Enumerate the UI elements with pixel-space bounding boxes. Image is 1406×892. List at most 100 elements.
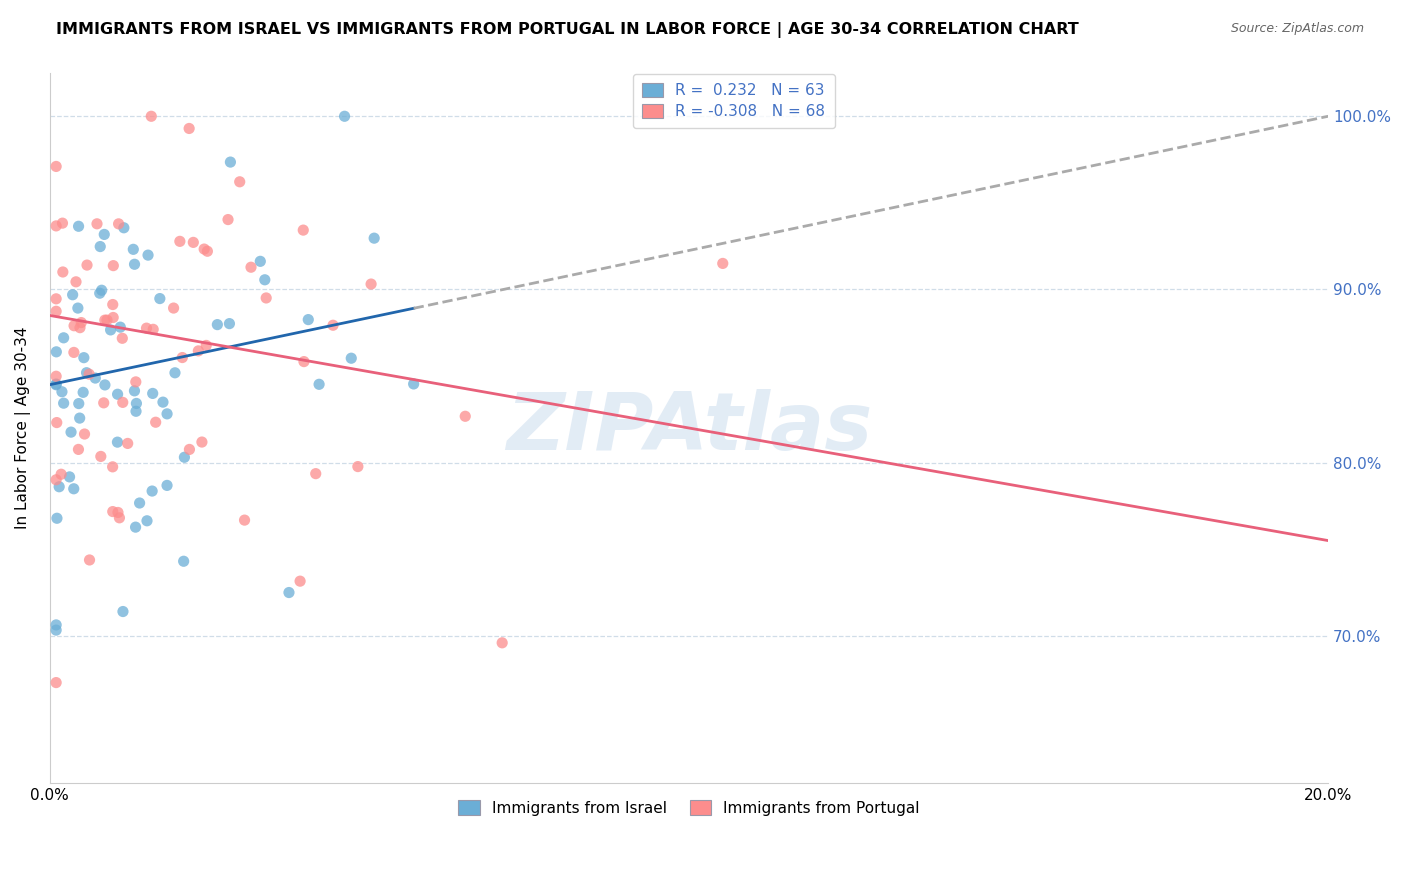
Point bbox=[191, 435, 214, 450]
Point bbox=[135, 321, 157, 335]
Point bbox=[49, 467, 72, 482]
Point bbox=[69, 320, 91, 334]
Point bbox=[117, 436, 139, 450]
Point bbox=[111, 605, 134, 619]
Point bbox=[207, 318, 229, 332]
Text: Source: ZipAtlas.com: Source: ZipAtlas.com bbox=[1230, 22, 1364, 36]
Point bbox=[491, 636, 513, 650]
Point bbox=[124, 257, 146, 271]
Point bbox=[60, 425, 83, 439]
Point bbox=[124, 520, 146, 534]
Point bbox=[125, 404, 148, 418]
Point bbox=[128, 496, 150, 510]
Point bbox=[94, 313, 117, 327]
Point bbox=[51, 384, 73, 399]
Point bbox=[48, 480, 70, 494]
Point bbox=[125, 375, 148, 389]
Point bbox=[79, 553, 101, 567]
Point bbox=[90, 450, 112, 464]
Point bbox=[72, 385, 94, 400]
Point bbox=[179, 442, 201, 457]
Point bbox=[45, 377, 67, 392]
Point bbox=[45, 377, 67, 392]
Point bbox=[103, 259, 125, 273]
Point bbox=[195, 338, 218, 352]
Point bbox=[52, 265, 75, 279]
Point bbox=[93, 227, 115, 242]
Point bbox=[93, 396, 115, 410]
Point bbox=[142, 386, 165, 401]
Point bbox=[45, 618, 67, 632]
Point bbox=[45, 304, 67, 318]
Point bbox=[156, 478, 179, 492]
Point bbox=[219, 155, 242, 169]
Point bbox=[110, 320, 132, 334]
Point bbox=[69, 411, 91, 425]
Point bbox=[142, 322, 165, 336]
Point bbox=[63, 345, 86, 359]
Point bbox=[193, 242, 215, 256]
Point bbox=[107, 435, 129, 450]
Point bbox=[51, 216, 73, 230]
Point bbox=[181, 235, 204, 250]
Point bbox=[45, 675, 67, 690]
Point bbox=[101, 505, 124, 519]
Point bbox=[89, 286, 111, 301]
Point bbox=[101, 297, 124, 311]
Point bbox=[45, 369, 67, 384]
Point bbox=[179, 121, 201, 136]
Point bbox=[711, 256, 734, 270]
Point bbox=[228, 175, 250, 189]
Point bbox=[254, 291, 277, 305]
Point bbox=[173, 554, 195, 568]
Point bbox=[136, 514, 159, 528]
Point bbox=[45, 344, 67, 359]
Point bbox=[292, 354, 315, 368]
Point bbox=[107, 506, 129, 520]
Point bbox=[66, 301, 89, 315]
Point bbox=[96, 313, 118, 327]
Point bbox=[112, 220, 135, 235]
Point bbox=[240, 260, 263, 275]
Point bbox=[94, 378, 117, 392]
Point bbox=[162, 301, 184, 315]
Point bbox=[340, 351, 363, 366]
Point bbox=[333, 109, 356, 123]
Point bbox=[253, 273, 276, 287]
Point bbox=[46, 511, 69, 525]
Point bbox=[218, 317, 240, 331]
Y-axis label: In Labor Force | Age 30-34: In Labor Force | Age 30-34 bbox=[15, 326, 31, 529]
Point bbox=[77, 367, 100, 381]
Point bbox=[163, 366, 186, 380]
Point bbox=[52, 331, 75, 345]
Point bbox=[111, 331, 134, 345]
Point bbox=[76, 258, 98, 272]
Point bbox=[62, 482, 84, 496]
Point bbox=[107, 217, 129, 231]
Point bbox=[308, 377, 330, 392]
Text: ZIPAtlas: ZIPAtlas bbox=[506, 389, 872, 467]
Point bbox=[402, 376, 425, 391]
Point bbox=[45, 219, 67, 233]
Point bbox=[101, 459, 124, 474]
Point bbox=[149, 292, 172, 306]
Point bbox=[101, 310, 124, 325]
Text: IMMIGRANTS FROM ISRAEL VS IMMIGRANTS FROM PORTUGAL IN LABOR FORCE | AGE 30-34 CO: IMMIGRANTS FROM ISRAEL VS IMMIGRANTS FRO… bbox=[56, 22, 1078, 38]
Point bbox=[322, 318, 344, 333]
Point bbox=[107, 387, 129, 401]
Point bbox=[76, 366, 98, 380]
Point bbox=[233, 513, 256, 527]
Point bbox=[278, 585, 301, 599]
Point bbox=[73, 351, 96, 365]
Legend: Immigrants from Israel, Immigrants from Portugal: Immigrants from Israel, Immigrants from … bbox=[449, 791, 929, 825]
Point bbox=[217, 212, 239, 227]
Point bbox=[141, 484, 163, 499]
Point bbox=[45, 623, 67, 637]
Point bbox=[45, 416, 67, 430]
Point bbox=[172, 351, 194, 365]
Point bbox=[52, 396, 75, 410]
Point bbox=[145, 415, 167, 429]
Point bbox=[45, 160, 67, 174]
Point bbox=[73, 427, 96, 442]
Point bbox=[67, 442, 90, 457]
